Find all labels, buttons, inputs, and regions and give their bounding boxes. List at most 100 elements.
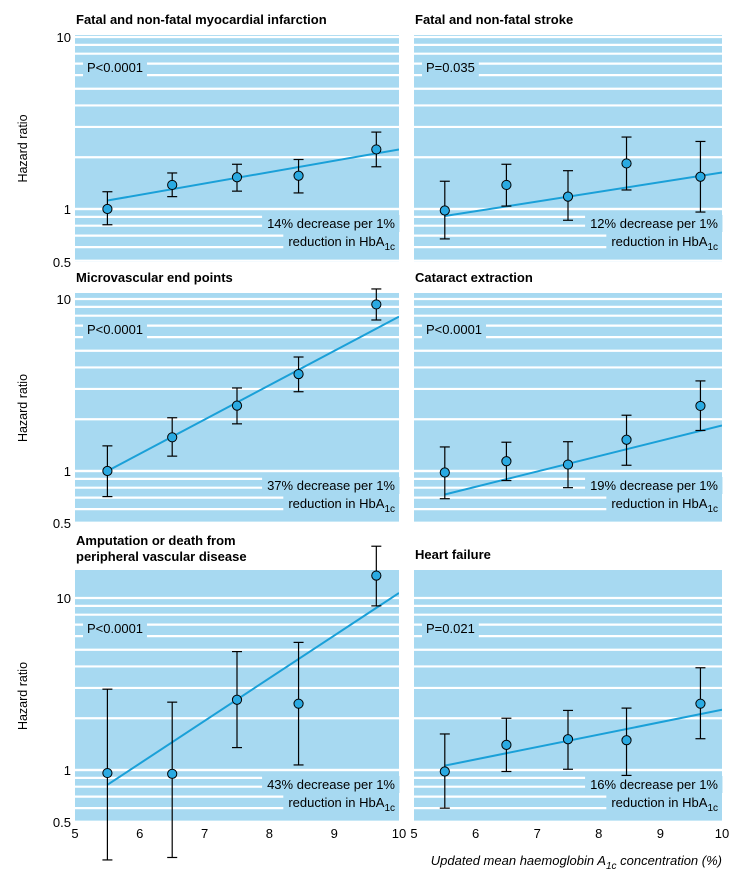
data-point (293, 368, 304, 380)
annotation-background (283, 233, 399, 254)
panel-title-line2: peripheral vascular disease (76, 549, 247, 564)
y-tick-label: 1 (64, 202, 71, 217)
annotation-background (262, 477, 400, 494)
y-tick-label: 10 (57, 591, 71, 606)
x-tick-label: 7 (201, 826, 208, 841)
annotation-background (585, 776, 723, 793)
y-tick-label: 0.5 (53, 516, 71, 531)
x-axis-label-subscript: 1c (606, 861, 617, 872)
p-value: P=0.021 (426, 621, 475, 636)
annotation-subscript: 1c (707, 504, 718, 515)
annotation-subscript: 1c (384, 803, 395, 814)
y-axis-label: Hazard ratio (16, 374, 30, 442)
data-point (501, 739, 512, 750)
regression-line (107, 148, 399, 202)
data-point (621, 158, 632, 169)
annotation-subscript: 1c (707, 242, 718, 253)
panel-title: Fatal and non-fatal myocardial infarctio… (76, 12, 327, 27)
effect-annotation-line2: reduction in HbA1c (611, 234, 718, 253)
panel-1: Fatal and non-fatal myocardial infarctio… (16, 12, 400, 270)
x-tick-label: 8 (266, 826, 273, 841)
data-point (439, 467, 450, 478)
annotation-text: reduction in HbA (611, 234, 707, 249)
annotation-text: reduction in HbA (611, 795, 707, 810)
p-value-background (422, 320, 487, 339)
effect-annotation-line2: reduction in HbA1c (288, 234, 395, 253)
annotation-text: reduction in HbA (288, 795, 384, 810)
y-tick-label: 1 (64, 763, 71, 778)
annotation-text: reduction in HbA (288, 496, 384, 511)
p-value: P=0.035 (426, 60, 475, 75)
annotation-background (606, 233, 722, 254)
data-point (371, 570, 382, 581)
y-tick-label: 10 (57, 292, 71, 307)
annotation-background (606, 495, 722, 516)
x-tick-label: 8 (595, 826, 602, 841)
y-tick-label: 0.5 (53, 815, 71, 830)
regression-line (444, 424, 722, 496)
regression-line (444, 708, 722, 767)
annotation-subscript: 1c (384, 504, 395, 515)
data-point (167, 179, 178, 191)
panel-title-line1: Amputation or death from (76, 533, 236, 548)
x-tick-label: 10 (715, 826, 729, 841)
y-tick-label: 10 (57, 30, 71, 45)
x-tick-label: 10 (392, 826, 406, 841)
p-value-background (83, 58, 148, 77)
x-axis-label-suffix: concentration (%) (617, 853, 723, 868)
data-point (501, 456, 512, 467)
annotation-background (262, 215, 400, 232)
x-tick-label: 9 (657, 826, 664, 841)
effect-annotation-line2: reduction in HbA1c (288, 795, 395, 814)
x-tick-label: 5 (410, 826, 417, 841)
p-value: P<0.0001 (87, 621, 143, 636)
p-value: P<0.0001 (426, 322, 482, 337)
annotation-text: reduction in HbA (611, 496, 707, 511)
p-value-background (83, 320, 148, 339)
annotation-background (606, 794, 722, 815)
x-axis-label-text: Updated mean haemoglobin A (431, 853, 606, 868)
data-point (501, 179, 512, 191)
panel-2: Fatal and non-fatal stroke P=0.035 12% dec… (414, 12, 723, 262)
data-point (293, 170, 304, 181)
error-bar (167, 701, 178, 859)
regression-line (106, 592, 399, 786)
panel-title: Cataract extraction (415, 270, 533, 285)
effect-annotation-line1: 14% decrease per 1% (267, 216, 395, 231)
p-value-background (422, 619, 479, 638)
p-value-background (83, 619, 148, 638)
x-tick-label: 6 (136, 826, 143, 841)
annotation-background (585, 477, 723, 494)
effect-annotation-line1: 37% decrease per 1% (267, 478, 395, 493)
effect-annotation-line1: 19% decrease per 1% (590, 478, 718, 493)
annotation-background (283, 794, 399, 815)
y-axis-label: Hazard ratio (16, 662, 30, 730)
regression-line (444, 171, 722, 218)
effect-annotation-line1: 12% decrease per 1% (590, 216, 718, 231)
x-tick-label: 6 (472, 826, 479, 841)
data-point (439, 766, 450, 777)
y-tick-label: 1 (64, 464, 71, 479)
y-axis-label: Hazard ratio (16, 114, 30, 182)
data-point (231, 172, 243, 183)
data-point (167, 768, 178, 779)
annotation-background (283, 495, 399, 516)
data-point (695, 171, 706, 182)
data-point (102, 465, 113, 477)
panel-title: Fatal and non-fatal stroke (415, 12, 573, 27)
data-point (621, 735, 632, 746)
data-point (562, 734, 574, 745)
data-point (562, 191, 574, 202)
data-point (562, 459, 574, 470)
data-point (371, 144, 382, 155)
data-point (439, 205, 450, 216)
panel-6: Heart failure 5 6 7 8 9 10 P=0.021 16% decrease … (410, 547, 729, 841)
effect-annotation-line1: 16% decrease per 1% (590, 777, 718, 792)
data-point (293, 698, 304, 709)
data-point (695, 698, 706, 709)
p-value: P<0.0001 (87, 322, 143, 337)
x-axis-label: Updated mean haemoglobin A1c concentrati… (431, 853, 722, 872)
data-point (167, 432, 178, 443)
